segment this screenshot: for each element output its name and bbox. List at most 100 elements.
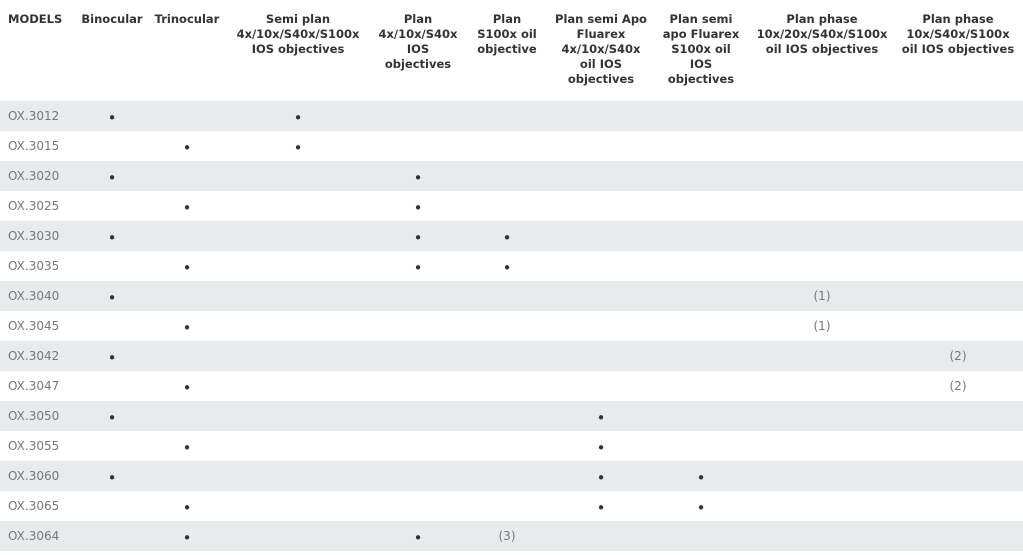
header-line: IOS objectives xyxy=(251,42,345,56)
table-row: OX.3050 • • xyxy=(0,401,1023,431)
cell: • xyxy=(107,109,117,127)
cell: OX.3030 xyxy=(8,229,60,243)
table-row: OX.3040 • (1) xyxy=(0,281,1023,311)
column-header: Plan S100x oil objective xyxy=(467,12,547,57)
cell: OX.3050 xyxy=(8,409,60,423)
cell: OX.3045 xyxy=(8,319,60,333)
cell: • xyxy=(696,469,706,487)
table-row: OX.3065 • • • xyxy=(0,491,1023,521)
cell: • xyxy=(182,199,192,217)
cell: • xyxy=(107,409,117,427)
cell: (1) xyxy=(813,289,831,303)
header-line: MODELS xyxy=(8,12,63,26)
header-line: oil IOS objectives xyxy=(765,42,879,56)
cell: • xyxy=(182,529,192,547)
table-row: OX.3035 • • • xyxy=(0,251,1023,281)
cell: • xyxy=(596,499,606,517)
cell: • xyxy=(696,499,706,517)
header-line: 10x/20x/S40x/S100x xyxy=(756,27,888,41)
column-header: Plan semi Apo Fluarex 4x/10x/S40x oil IOS ob… xyxy=(546,12,656,87)
cell: OX.3015 xyxy=(8,139,60,153)
header-line: objective xyxy=(477,42,537,56)
cell: • xyxy=(182,379,192,397)
cell: • xyxy=(107,289,117,307)
cell: • xyxy=(596,409,606,427)
cell: • xyxy=(596,469,606,487)
column-header: Plan semi apo Fluarex S100x oil IOS objectiv… xyxy=(651,12,751,87)
header-line: objectives xyxy=(384,57,452,71)
cell: • xyxy=(413,529,423,547)
header-line: Plan semi xyxy=(669,12,733,26)
table-row: OX.3060 • • • xyxy=(0,461,1023,491)
cell: • xyxy=(502,229,512,247)
header-line: objectives xyxy=(567,72,635,86)
table-row: OX.3042 • (2) xyxy=(0,341,1023,371)
table-row: OX.3025 • • xyxy=(0,191,1023,221)
column-header: Semi plan 4x/10x/S40x/S100x IOS objectives xyxy=(233,12,363,57)
cell: OX.3020 xyxy=(8,169,60,183)
cell: • xyxy=(293,139,303,157)
cell: • xyxy=(182,319,192,337)
cell: • xyxy=(413,229,423,247)
cell: • xyxy=(413,199,423,217)
cell: • xyxy=(502,259,512,277)
column-header: Plan phase 10x/S40x/S100x oil IOS objectiv… xyxy=(893,12,1023,57)
header-line: Plan phase xyxy=(922,12,994,26)
column-header: MODELS xyxy=(8,12,63,27)
cell: • xyxy=(107,229,117,247)
header-line: Plan xyxy=(403,12,433,26)
cell: OX.3012 xyxy=(8,109,60,123)
column-header: Plan 4x/10x/S40x IOS objectives xyxy=(368,12,468,72)
header-line: Binocular xyxy=(81,12,143,26)
header-line: objectives xyxy=(667,72,735,86)
cell: • xyxy=(107,169,117,187)
cell: OX.3025 xyxy=(8,199,60,213)
cell: • xyxy=(413,259,423,277)
cell: (2) xyxy=(949,349,967,363)
header-line: 4x/10x/S40x xyxy=(561,42,641,56)
cell: OX.3035 xyxy=(8,259,60,273)
cell: • xyxy=(182,499,192,517)
header-line: S100x oil xyxy=(477,27,537,41)
cell: • xyxy=(182,139,192,157)
cell: (1) xyxy=(813,319,831,333)
table-row: OX.3030 • • • xyxy=(0,221,1023,251)
header-line: Semi plan xyxy=(265,12,331,26)
header-line: Plan phase xyxy=(786,12,858,26)
table-row: OX.3047 • (2) xyxy=(0,371,1023,401)
cell: • xyxy=(107,469,117,487)
table-row: OX.3055 • • xyxy=(0,431,1023,461)
header-line: Fluarex xyxy=(576,27,626,41)
header-line: 10x/S40x/S100x xyxy=(906,27,1010,41)
table-row: OX.3064 • • (3) xyxy=(0,521,1023,551)
header-line: apo Fluarex xyxy=(662,27,740,41)
header-line: S100x oil xyxy=(671,42,731,56)
table-row: OX.3045 • (1) xyxy=(0,311,1023,341)
cell: OX.3065 xyxy=(8,499,60,513)
table-row: OX.3020 • • xyxy=(0,161,1023,191)
cell: • xyxy=(413,169,423,187)
cell: OX.3064 xyxy=(8,529,60,543)
cell: OX.3055 xyxy=(8,439,60,453)
header-line: oil IOS xyxy=(579,57,623,71)
header-line: Plan semi Apo xyxy=(555,12,647,26)
header-line: 4x/10x/S40x/S100x xyxy=(236,27,360,41)
table-row: OX.3015 • • xyxy=(0,131,1023,161)
cell: • xyxy=(107,349,117,367)
cell: (3) xyxy=(498,529,516,543)
header-line: oil IOS objectives xyxy=(901,42,1015,56)
cell: OX.3047 xyxy=(8,379,60,393)
table-row: OX.3012 • • xyxy=(0,101,1023,131)
cell: • xyxy=(182,439,192,457)
header-line: 4x/10x/S40x xyxy=(378,27,458,41)
cell: OX.3042 xyxy=(8,349,60,363)
column-header: Binocular xyxy=(77,12,147,27)
cell: OX.3040 xyxy=(8,289,60,303)
column-header: Plan phase 10x/20x/S40x/S100x oil IOS obje… xyxy=(747,12,897,57)
header-line: Plan xyxy=(492,12,522,26)
header-line: IOS xyxy=(406,42,430,56)
header-line: Trinocular xyxy=(154,12,220,26)
cell: • xyxy=(596,439,606,457)
cell: • xyxy=(293,109,303,127)
